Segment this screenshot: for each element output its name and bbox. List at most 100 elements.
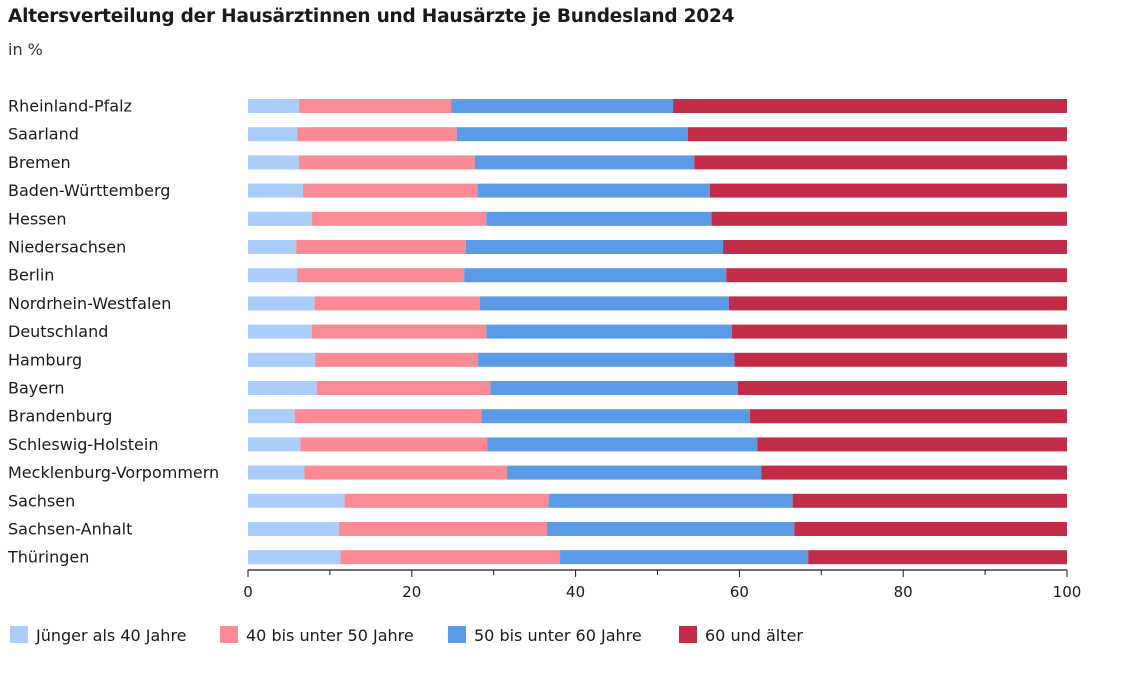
- category-label-hamburg: Hamburg: [8, 350, 82, 369]
- bar-sachsen-series-0: [248, 493, 345, 508]
- bar-saarland-series-2: [456, 127, 688, 142]
- category-label-schleswig-holstein: Schleswig-Holstein: [8, 435, 158, 454]
- x-tick-label-60: 60: [730, 583, 749, 601]
- bar-brandenburg-series-0: [248, 409, 295, 424]
- bar-mecklenburg-vorpommern-series-0: [248, 465, 305, 480]
- bar-schleswig-holstein-series-1: [300, 437, 488, 452]
- bar-hamburg-series-1: [315, 352, 479, 367]
- category-label-rheinland-pfalz: Rheinland-Pfalz: [8, 97, 132, 116]
- legend-swatch-2: [448, 626, 466, 643]
- legend-label-juenger-als-40-jahre: Jünger als 40 Jahre: [35, 626, 187, 645]
- bar-sachsen-anhalt-series-2: [546, 522, 795, 536]
- bar-bremen-series-3: [694, 155, 1067, 170]
- bar-schleswig-holstein-series-0: [248, 437, 301, 452]
- bar-brandenburg-series-1: [294, 409, 482, 424]
- x-tick-label-0: 0: [243, 583, 253, 601]
- bar-bayern-series-0: [248, 381, 317, 395]
- bar-deutschland-series-2: [486, 324, 733, 339]
- bar-berlin-series-2: [464, 268, 727, 283]
- bar-niedersachsen-series-2: [465, 240, 724, 254]
- bar-hamburg-series-3: [734, 352, 1067, 367]
- bar-saarland-series-0: [248, 127, 298, 142]
- bar-thueringen-series-2: [560, 550, 809, 565]
- bar-mecklenburg-vorpommern-series-3: [761, 465, 1067, 480]
- bar-bremen-series-2: [474, 155, 695, 170]
- bar-baden-wuerttemberg-series-3: [709, 183, 1067, 198]
- bar-sachsen-anhalt-series-0: [248, 522, 339, 536]
- bar-niedersachsen-series-1: [296, 240, 466, 254]
- bar-nordrhein-westfalen-series-3: [728, 296, 1067, 311]
- bar-hessen-series-2: [486, 211, 712, 226]
- bar-baden-wuerttemberg-series-1: [302, 183, 478, 198]
- bar-deutschland-series-0: [248, 324, 312, 339]
- bar-thueringen-series-3: [808, 550, 1067, 565]
- bar-bremen-series-0: [248, 155, 299, 170]
- category-label-sachsen-anhalt: Sachsen-Anhalt: [8, 520, 132, 539]
- legend-swatch-1: [220, 626, 238, 643]
- bar-bayern-series-3: [737, 381, 1067, 395]
- category-label-thueringen: Thüringen: [7, 548, 89, 567]
- bar-baden-wuerttemberg-series-2: [477, 183, 710, 198]
- category-label-berlin: Berlin: [8, 266, 54, 285]
- category-label-baden-wuerttemberg: Baden-Württemberg: [8, 181, 170, 200]
- x-tick-label-80: 80: [894, 583, 913, 601]
- bar-nordrhein-westfalen-series-2: [479, 296, 729, 311]
- bar-berlin-series-3: [726, 268, 1067, 283]
- category-label-brandenburg: Brandenburg: [8, 407, 112, 426]
- bar-berlin-series-1: [297, 268, 465, 283]
- chart-subtitle: in %: [8, 40, 43, 59]
- legend-swatch-0: [10, 626, 28, 643]
- legend-swatch-3: [679, 626, 697, 643]
- bar-hamburg-series-2: [478, 352, 735, 367]
- bar-thueringen-series-0: [248, 550, 341, 565]
- category-label-mecklenburg-vorpommern: Mecklenburg-Vorpommern: [8, 463, 219, 482]
- legend-label-40-bis-unter-50-jahre: 40 bis unter 50 Jahre: [246, 626, 414, 645]
- bar-rheinland-pfalz-series-2: [451, 99, 674, 113]
- chart-title: Altersverteilung der Hausärztinnen und H…: [8, 6, 735, 27]
- category-label-bremen: Bremen: [8, 153, 71, 172]
- bar-brandenburg-series-2: [481, 409, 751, 424]
- category-label-sachsen: Sachsen: [8, 491, 75, 510]
- bar-sachsen-anhalt-series-3: [794, 522, 1067, 536]
- bar-deutschland-series-1: [311, 324, 487, 339]
- bar-saarland-series-3: [687, 127, 1067, 142]
- bar-rheinland-pfalz-series-0: [248, 99, 299, 113]
- bar-berlin-series-0: [248, 268, 298, 283]
- bar-bayern-series-2: [490, 381, 738, 395]
- x-tick-label-100: 100: [1053, 583, 1082, 601]
- bar-brandenburg-series-3: [750, 409, 1067, 424]
- bar-hessen-series-1: [311, 211, 487, 226]
- legend-label-60-und-aelter: 60 und älter: [705, 626, 803, 645]
- category-label-nordrhein-westfalen: Nordrhein-Westfalen: [8, 294, 171, 313]
- bar-deutschland-series-3: [732, 324, 1067, 339]
- category-label-bayern: Bayern: [8, 379, 65, 398]
- bar-nordrhein-westfalen-series-1: [314, 296, 480, 311]
- bar-hessen-series-0: [248, 211, 312, 226]
- bar-saarland-series-1: [297, 127, 457, 142]
- bar-schleswig-holstein-series-3: [757, 437, 1067, 452]
- legend-label-50-bis-unter-60-jahre: 50 bis unter 60 Jahre: [474, 626, 642, 645]
- bar-sachsen-series-3: [792, 493, 1067, 508]
- bar-bremen-series-1: [298, 155, 475, 170]
- x-tick-label-40: 40: [566, 583, 585, 601]
- x-tick-label-20: 20: [402, 583, 421, 601]
- bar-hamburg-series-0: [248, 352, 316, 367]
- bar-rheinland-pfalz-series-3: [673, 99, 1067, 113]
- category-label-niedersachsen: Niedersachsen: [8, 238, 126, 257]
- category-label-deutschland: Deutschland: [8, 322, 108, 341]
- category-label-hessen: Hessen: [8, 209, 67, 228]
- bar-sachsen-series-1: [344, 493, 549, 508]
- bar-mecklenburg-vorpommern-series-2: [506, 465, 762, 480]
- bar-niedersachsen-series-0: [248, 240, 297, 254]
- bar-mecklenburg-vorpommern-series-1: [304, 465, 507, 480]
- bar-nordrhein-westfalen-series-0: [248, 296, 315, 311]
- bar-rheinland-pfalz-series-1: [298, 99, 452, 113]
- category-label-saarland: Saarland: [8, 125, 79, 144]
- bar-niedersachsen-series-3: [723, 240, 1067, 254]
- bar-bayern-series-1: [316, 381, 491, 395]
- bar-schleswig-holstein-series-2: [487, 437, 758, 452]
- bar-thueringen-series-1: [340, 550, 561, 565]
- bar-hessen-series-3: [711, 211, 1067, 226]
- bar-baden-wuerttemberg-series-0: [248, 183, 303, 198]
- bar-sachsen-anhalt-series-1: [338, 522, 547, 536]
